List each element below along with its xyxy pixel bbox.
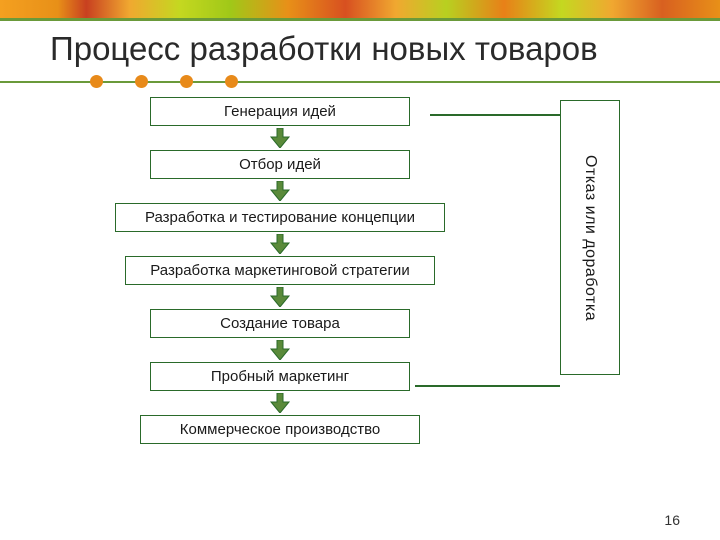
page-number: 16 [664, 512, 680, 528]
bullet-row [90, 75, 238, 88]
decorative-banner [0, 0, 720, 18]
down-arrow-icon [269, 181, 291, 201]
connector-line [415, 385, 560, 387]
bullet-dot [225, 75, 238, 88]
flow-step: Разработка маркетинговой стратегии [125, 256, 435, 285]
page-title: Процесс разработки новых товаров [0, 21, 720, 75]
down-arrow-icon [269, 128, 291, 148]
flow-step: Генерация идей [150, 97, 410, 126]
down-arrow-icon [269, 393, 291, 413]
diagram-area: Генерация идей Отбор идей Разработка и т… [0, 97, 720, 487]
down-arrow-icon [269, 287, 291, 307]
reject-rework-box: Отказ или доработка [560, 100, 620, 375]
bullet-dot [135, 75, 148, 88]
bullet-dot [90, 75, 103, 88]
flow-step: Создание товара [150, 309, 410, 338]
down-arrow-icon [269, 234, 291, 254]
flow-step: Отбор идей [150, 150, 410, 179]
down-arrow-icon [269, 340, 291, 360]
reject-rework-label: Отказ или доработка [581, 155, 599, 321]
flow-column: Генерация идей Отбор идей Разработка и т… [110, 97, 450, 444]
flow-step: Коммерческое производство [140, 415, 420, 444]
bullet-divider [0, 75, 720, 89]
bullet-dot [180, 75, 193, 88]
connector-line [430, 114, 560, 116]
flow-step: Разработка и тестирование концепции [115, 203, 445, 232]
flow-step: Пробный маркетинг [150, 362, 410, 391]
